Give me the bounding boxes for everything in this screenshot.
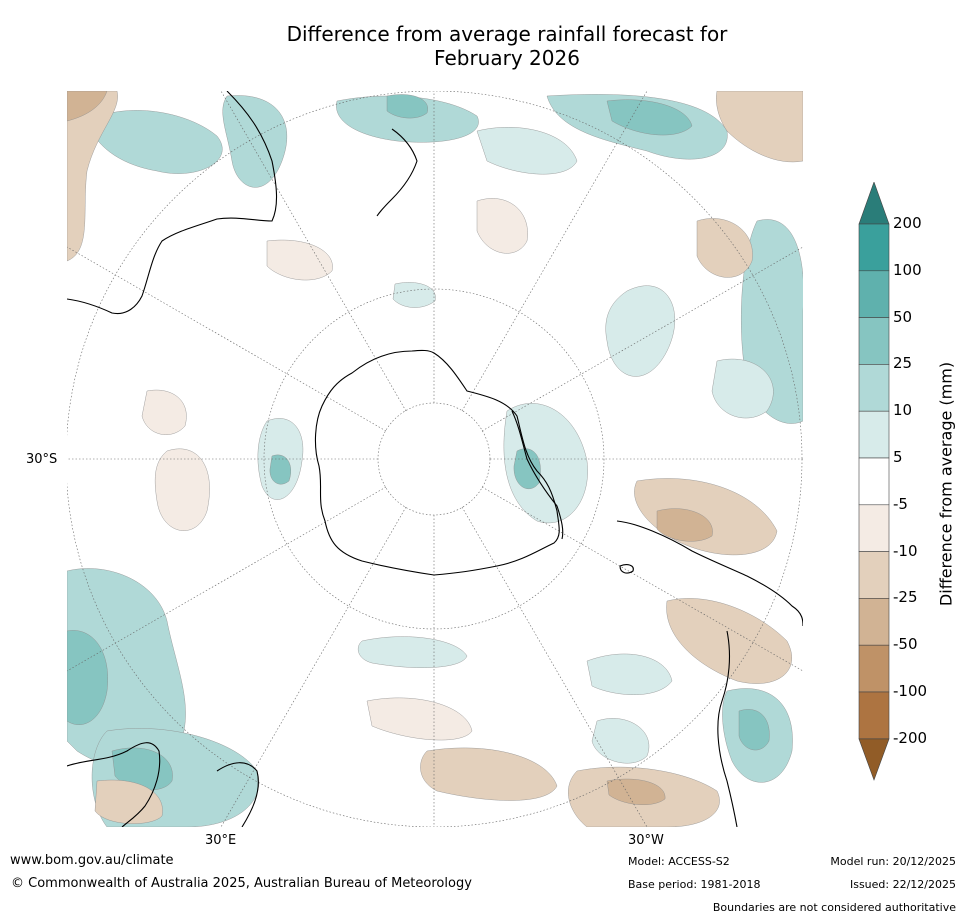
title-line-2: February 2026: [434, 46, 580, 70]
wet-anomaly-regions: [67, 94, 803, 827]
colorbar-tick-label: 50: [893, 307, 913, 326]
colorbar-tick-label: -200: [893, 728, 928, 747]
footer-model: Model: ACCESS-S2: [628, 855, 730, 868]
colorbar-tick-label: -10: [893, 541, 918, 560]
falklands-coastline: [619, 564, 634, 574]
wet-region: [513, 448, 541, 489]
colorbar-bottom-arrow: [858, 738, 890, 781]
colorbar-band: [858, 644, 890, 693]
wet-region: [606, 99, 693, 136]
wet-region: [711, 359, 774, 419]
colorbar-band: [858, 364, 890, 412]
colorbar-top-arrow: [858, 182, 890, 225]
colorbar-title: Difference from average (mm): [936, 361, 956, 607]
africa-coastline: [67, 742, 161, 827]
colorbar-tick-label: 10: [893, 401, 913, 420]
south-america-coastline: [616, 520, 803, 827]
colorbar-band: [858, 270, 890, 318]
wet-region: [586, 653, 673, 695]
meridian: [220, 506, 407, 827]
meridian: [481, 246, 803, 432]
latitude-label-30s: 30°S: [26, 452, 58, 467]
colorbar-tick-label: 100: [893, 260, 922, 279]
footer-disclaimer: Boundaries are not considered authoritat…: [712, 901, 956, 914]
dry-region: [606, 778, 666, 805]
footer-url[interactable]: www.bom.gov.au/climate: [10, 853, 174, 868]
colorbar-band: [858, 691, 890, 740]
footer-copyright: © Commonwealth of Australia 2025, Austra…: [11, 876, 472, 891]
colorbar-tick-label: 5: [893, 448, 903, 466]
madagascar-coastline: [216, 762, 259, 827]
footer-model-run: Model run: 20/12/2025: [830, 855, 956, 868]
dry-region: [154, 448, 210, 531]
dry-region: [141, 389, 187, 435]
meridian: [220, 91, 407, 412]
dry-region: [366, 697, 473, 741]
wet-region: [222, 95, 287, 188]
wet-region: [357, 636, 468, 668]
colorbar-band: [858, 317, 890, 365]
colorbar-band: [858, 598, 890, 646]
colorbar-band: [858, 223, 890, 272]
colorbar-tick-label: -50: [893, 635, 918, 654]
australia-coastline: [67, 91, 278, 315]
wet-region: [591, 718, 650, 764]
meridian: [461, 506, 648, 827]
colorbar-band: [858, 410, 890, 459]
colorbar-tick-label: -100: [893, 682, 928, 700]
wet-region: [738, 709, 770, 751]
wet-region: [269, 454, 291, 485]
new-zealand-coastline: [376, 128, 418, 217]
wet-region: [86, 110, 223, 174]
title-line-1: Difference from average rainfall forecas…: [286, 22, 728, 46]
wet-region: [67, 630, 108, 725]
dry-region: [94, 779, 163, 824]
dry-region: [420, 747, 558, 801]
meridian: [461, 91, 648, 412]
dry-region: [67, 91, 108, 122]
dry-region: [696, 218, 753, 278]
dry-region: [656, 508, 713, 542]
antarctica-coastline: [314, 349, 560, 576]
antarctic-peninsula-coastline: [511, 410, 564, 540]
latitude-circle: [263, 288, 605, 630]
colorbar-band: [858, 457, 890, 506]
colorbar: [858, 182, 890, 781]
colorbar-band: [858, 551, 890, 599]
wet-region: [476, 127, 578, 175]
colorbar-tick-label: -5: [893, 494, 908, 513]
graticule: [67, 91, 803, 827]
longitude-label-30w: 30°W: [628, 833, 664, 848]
dry-region: [476, 198, 528, 254]
map-title: Difference from average rainfall forecas…: [200, 22, 814, 70]
wet-region: [605, 285, 676, 377]
longitude-label-30e: 30°E: [205, 833, 237, 848]
dry-region: [266, 239, 333, 281]
colorbar-tick-label: 25: [893, 354, 913, 373]
rainfall-anomaly-map: [67, 91, 803, 827]
wet-region: [503, 403, 588, 523]
footer-issued: Issued: 22/12/2025: [849, 878, 956, 891]
wet-region: [386, 94, 428, 119]
wet-region: [392, 282, 436, 308]
dry-region: [67, 91, 118, 262]
meridian: [481, 486, 803, 672]
dry-region: [716, 91, 803, 163]
colorbar-tick-label: 200: [893, 214, 922, 232]
colorbar-tick-label: -25: [893, 588, 918, 607]
coastlines: [67, 91, 803, 827]
colorbar-band: [858, 504, 890, 552]
footer-base-period: Base period: 1981-2018: [628, 878, 761, 891]
